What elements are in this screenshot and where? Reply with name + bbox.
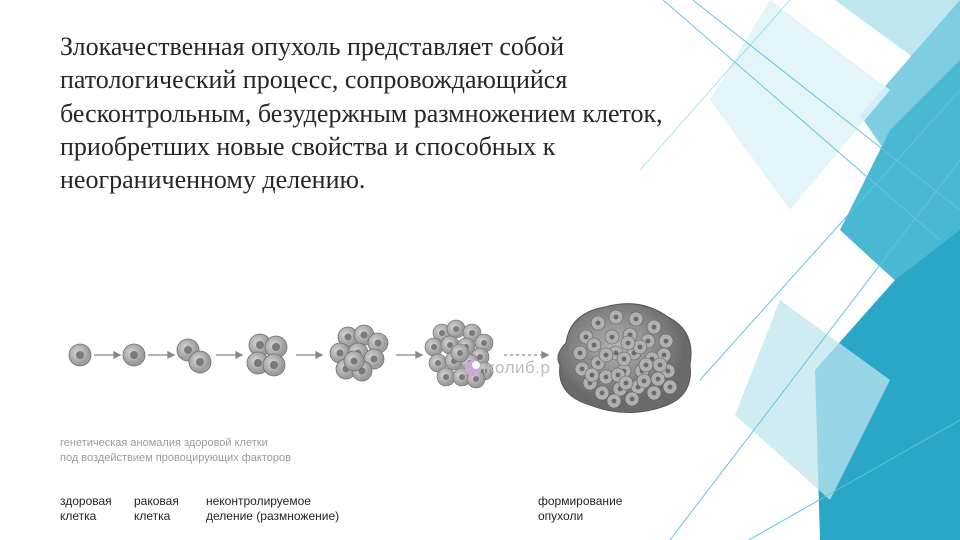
watermark-text: нколиб.р bbox=[477, 358, 550, 377]
label-tumor: формированиеопухоли bbox=[538, 494, 658, 525]
watermark-icon bbox=[465, 360, 481, 376]
stage-nine-cells bbox=[330, 325, 388, 381]
stage-cancer-cell bbox=[123, 344, 145, 366]
tumor-progression-diagram: генетическая аномалия здоровой клетки по… bbox=[60, 265, 700, 525]
sub-caption-line1: генетическая аномалия здоровой клетки bbox=[60, 437, 268, 449]
label-cancer: раковаяклетка bbox=[134, 494, 194, 525]
slide: Злокачественная опухоль представляет соб… bbox=[0, 0, 960, 540]
label-division: неконтролируемоеделение (размножение) bbox=[206, 494, 376, 525]
content-area: Злокачественная опухоль представляет соб… bbox=[0, 0, 960, 196]
main-text: Злокачественная опухоль представляет соб… bbox=[60, 30, 700, 196]
sub-caption: генетическая аномалия здоровой клетки по… bbox=[60, 436, 300, 466]
label-healthy: здороваяклетка bbox=[60, 494, 122, 525]
stage-tumor bbox=[558, 304, 691, 413]
diagram-svg bbox=[60, 265, 700, 425]
labels-row: здороваяклетка раковаяклетка неконтролир… bbox=[60, 494, 700, 525]
watermark: нколиб.р bbox=[465, 358, 550, 378]
stage-two-cells bbox=[177, 339, 211, 373]
stage-four-cells bbox=[247, 334, 287, 376]
stage-healthy-cell bbox=[69, 344, 91, 366]
sub-caption-line2: под воздействием провоцирующих факторов bbox=[60, 452, 291, 464]
